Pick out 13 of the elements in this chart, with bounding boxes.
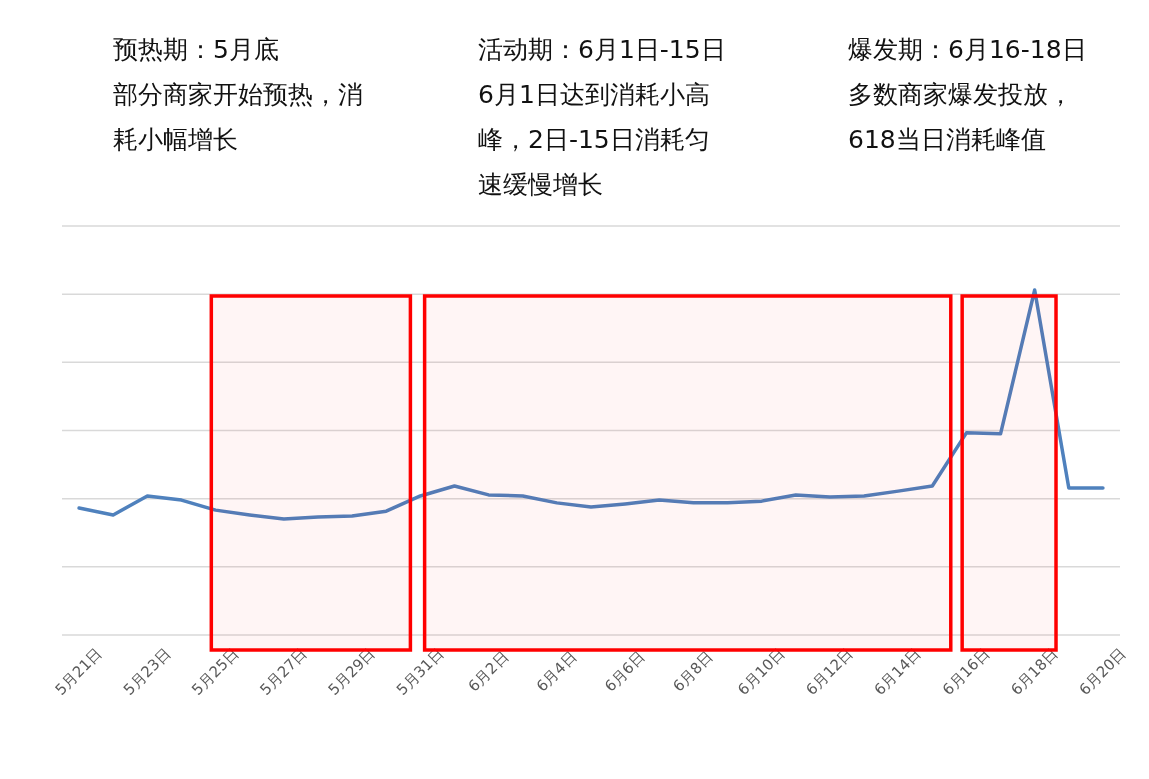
x-tick-label: 6月6日 — [601, 647, 649, 696]
text: 多数商家爆发投放，618当日消耗峰值 — [848, 80, 1073, 154]
x-tick-label: 6月4日 — [532, 647, 581, 696]
x-tick-label: 5月23日 — [119, 644, 175, 699]
text: 部分商家开始预热，消耗小幅增长 — [113, 80, 363, 154]
text: 爆发期：6月16-18日 — [848, 35, 1087, 64]
x-tick-label: 6月8日 — [669, 647, 717, 696]
x-tick-label: 5月21日 — [51, 644, 106, 699]
text: 6月1日达到消耗小高峰，2日-15日消耗匀速缓慢增长 — [478, 80, 710, 199]
x-tick-label: 6月20日 — [1075, 644, 1130, 699]
x-tick-label: 6月2日 — [464, 647, 512, 696]
text: 预热期：5月底 — [113, 35, 279, 64]
text: 活动期：6月1日-15日 — [478, 35, 726, 64]
